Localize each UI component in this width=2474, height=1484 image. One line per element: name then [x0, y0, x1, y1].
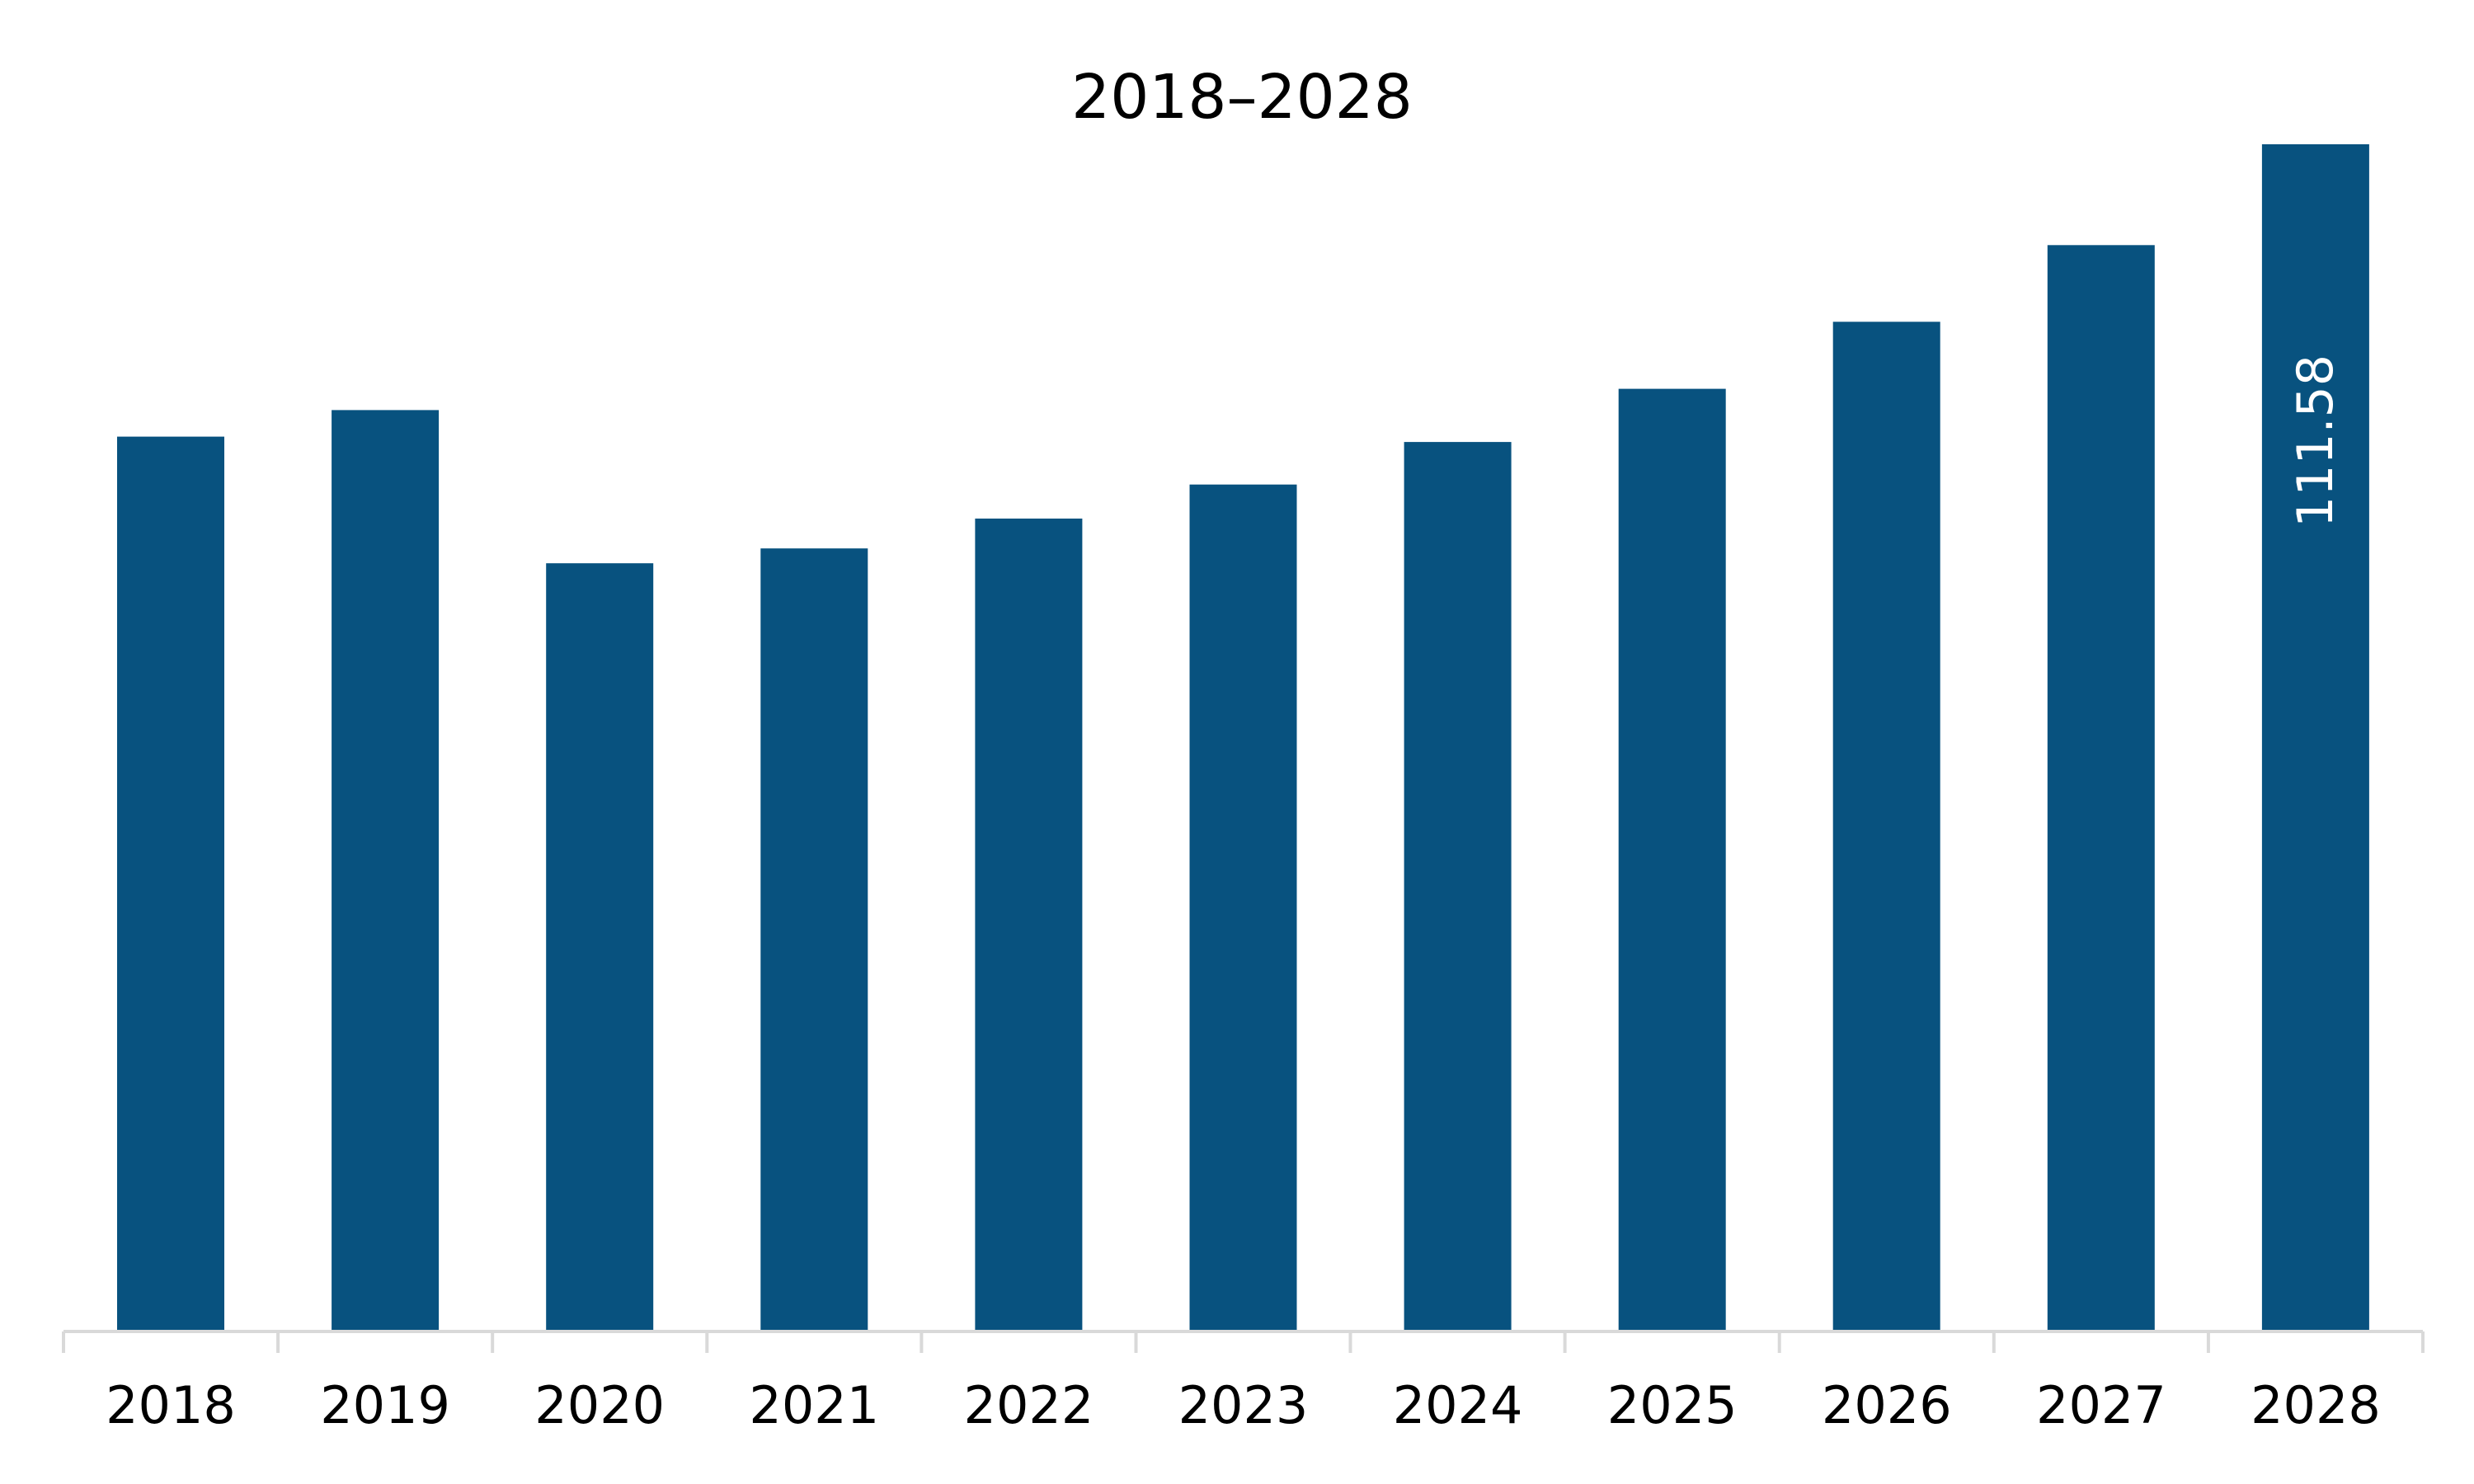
bar-2020 — [546, 563, 654, 1331]
x-tick-label-2026: 2026 — [1822, 1375, 1952, 1435]
x-axis: 2018 2019 2020 2021 2022 2023 2024 2025 2026 2027… — [62, 1330, 2425, 1435]
data-label-2028: 111.58 — [2287, 355, 2345, 528]
bar-2021 — [760, 548, 868, 1331]
x-tick-label-2024: 2024 — [1393, 1375, 1523, 1435]
x-tick-label-2027: 2027 — [2036, 1375, 2166, 1435]
chart-title: 2018–2028 — [1071, 62, 1413, 133]
bar-2023 — [1189, 484, 1297, 1332]
data-labels-group: 111.58 — [2287, 355, 2345, 528]
bar-2024 — [1404, 442, 1512, 1331]
bar-2022 — [975, 519, 1083, 1331]
bar-2018 — [117, 436, 224, 1331]
x-tick-label-2018: 2018 — [106, 1375, 236, 1435]
x-tick-label-2028: 2028 — [2251, 1375, 2381, 1435]
bar-2025 — [1618, 388, 1726, 1332]
x-tick-label-2025: 2025 — [1607, 1375, 1738, 1435]
bar-2026 — [1832, 322, 1940, 1331]
x-tick-label-2019: 2019 — [320, 1375, 450, 1435]
bars-group — [117, 144, 2369, 1332]
bar-2028 — [2261, 144, 2369, 1331]
x-tick-label-2022: 2022 — [964, 1375, 1094, 1435]
x-tick-label-2023: 2023 — [1178, 1375, 1309, 1435]
x-tick-label-2021: 2021 — [749, 1375, 879, 1435]
x-tick-label-2020: 2020 — [534, 1375, 665, 1435]
bar-2019 — [332, 410, 440, 1331]
bar-2027 — [2047, 245, 2155, 1331]
